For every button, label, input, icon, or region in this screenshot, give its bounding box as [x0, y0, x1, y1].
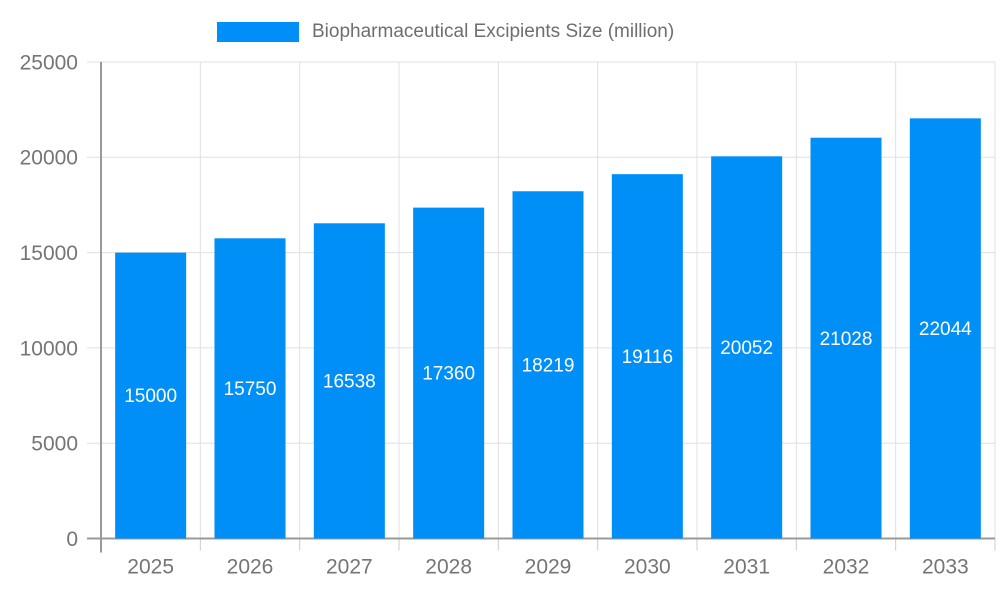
x-tick-label-2029: 2029 — [525, 555, 572, 578]
bar-2025[interactable] — [115, 252, 187, 539]
x-tick-label-2028: 2028 — [425, 555, 472, 578]
legend-label: Biopharmaceutical Excipients Size (milli… — [312, 21, 675, 42]
bar-2031[interactable] — [711, 156, 783, 539]
bar-value-label: 16538 — [323, 372, 376, 393]
y-tick-label-5000: 5000 — [31, 433, 78, 456]
x-tick-label-2030: 2030 — [624, 555, 671, 578]
bar-value-label: 20052 — [720, 338, 773, 359]
x-tick-label-2025: 2025 — [127, 555, 174, 578]
bar-value-label: 19116 — [622, 347, 673, 368]
bar-value-label: 17360 — [422, 364, 475, 385]
legend-swatch-icon — [217, 22, 299, 42]
bar-2029[interactable] — [512, 191, 584, 539]
bar-value-label: 15750 — [224, 379, 277, 400]
legend-item[interactable]: Biopharmaceutical Excipients Size (milli… — [217, 18, 674, 46]
x-tick-label-2026: 2026 — [227, 555, 274, 578]
y-tick-label-15000: 15000 — [20, 242, 78, 265]
bar-2027[interactable] — [313, 223, 385, 539]
bar-2026[interactable] — [214, 238, 286, 539]
y-tick-label-20000: 20000 — [20, 147, 78, 170]
bar-2032[interactable] — [810, 137, 882, 539]
x-tick-label-2031: 2031 — [723, 555, 770, 578]
x-tick-label-2033: 2033 — [922, 555, 969, 578]
bar-value-label: 21028 — [820, 329, 873, 350]
y-tick-label-0: 0 — [66, 528, 78, 551]
x-tick-label-2027: 2027 — [326, 555, 373, 578]
bar-2033[interactable] — [909, 118, 981, 539]
y-tick-label-10000: 10000 — [20, 337, 78, 360]
bar-value-label: 18219 — [522, 356, 575, 377]
x-tick-label-2032: 2032 — [823, 555, 870, 578]
bar-value-label: 15000 — [124, 386, 177, 407]
y-tick-label-25000: 25000 — [20, 51, 78, 74]
bar-2028[interactable] — [413, 207, 485, 539]
bar-2030[interactable] — [611, 174, 683, 539]
bar-value-label: 22044 — [919, 319, 972, 340]
